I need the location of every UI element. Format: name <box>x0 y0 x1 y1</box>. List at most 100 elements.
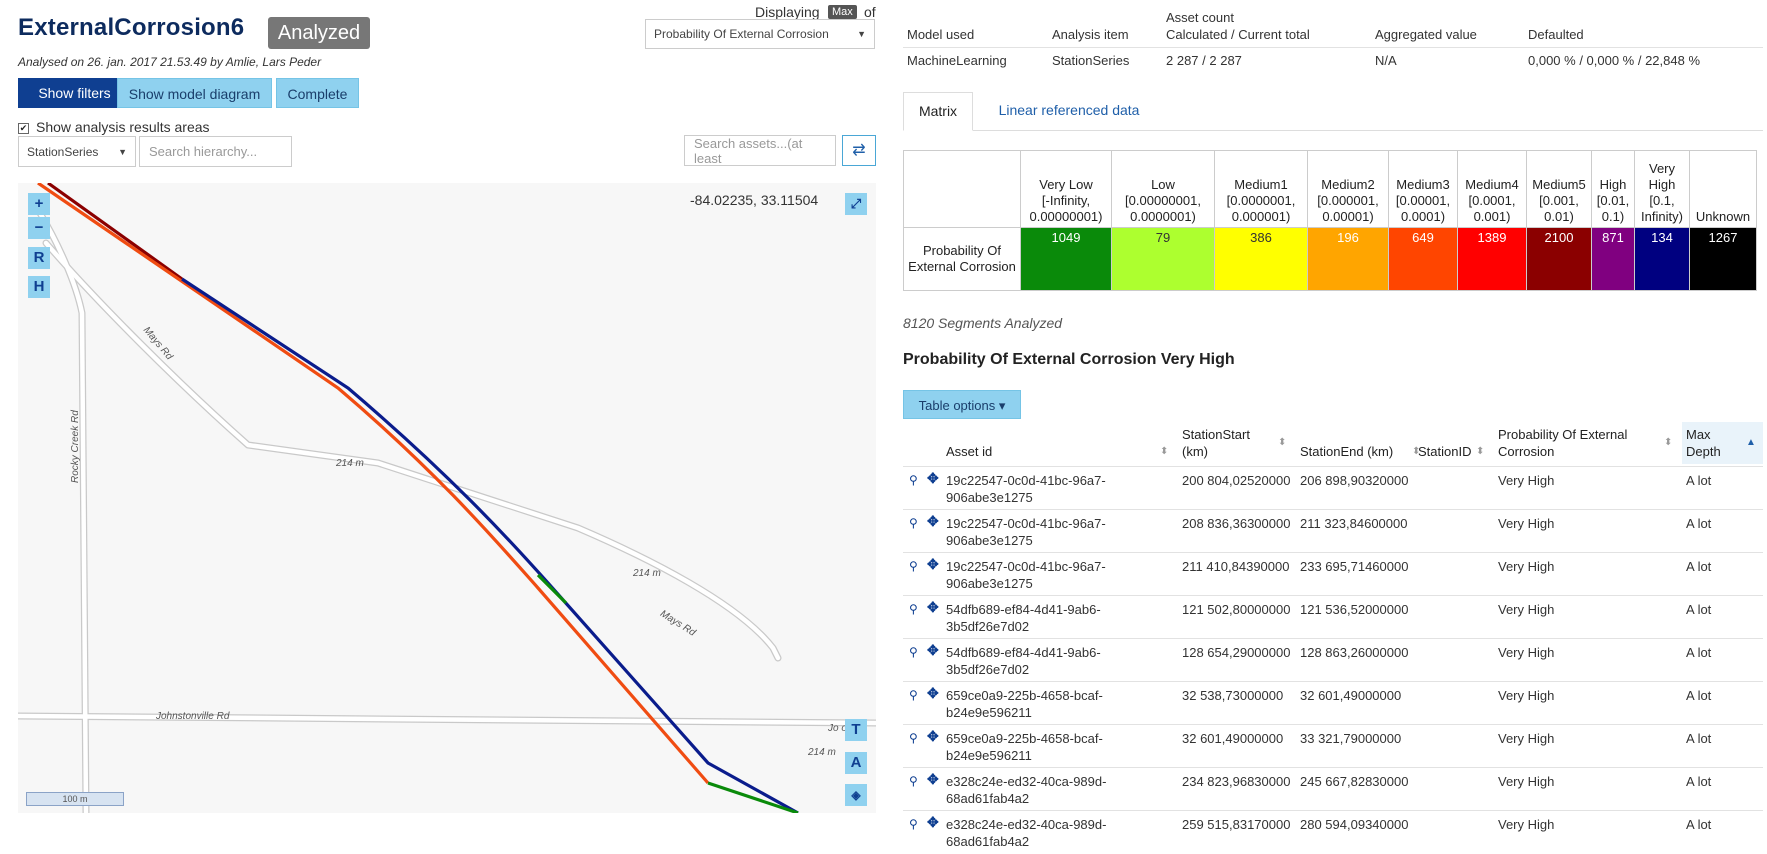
table-row[interactable]: ⚲ ✥ e328c24e-ed32-40ca-989d-68ad61fab4a2 25… <box>903 810 1763 854</box>
move-icon[interactable]: ✥ <box>927 470 939 486</box>
move-icon[interactable]: ✥ <box>927 685 939 701</box>
matrix-cell-unknown[interactable]: 1267 <box>1689 227 1757 291</box>
matrix-col-name: High <box>1599 177 1627 192</box>
show-filters-button[interactable]: Show filters <box>18 78 131 108</box>
cell-max-depth: A lot <box>1686 731 1712 746</box>
show-results-areas-checkbox[interactable]: ✔ <box>18 123 29 134</box>
map-r-button[interactable]: R <box>28 247 50 269</box>
matrix-cell-medium1[interactable]: 386 <box>1214 227 1308 291</box>
zoom-in-button[interactable]: + <box>28 193 50 215</box>
matrix-col-header: Medium2 [0.000001, 0.00001) <box>1307 150 1389 228</box>
table-row[interactable]: ⚲ ✥ 19c22547-0c0d-41bc-96a7-906abe3e1275 20… <box>903 466 1763 510</box>
matrix-cell-medium3[interactable]: 649 <box>1388 227 1458 291</box>
sort-asc-icon[interactable]: ▲ <box>1746 437 1756 448</box>
move-icon[interactable]: ✥ <box>927 771 939 787</box>
sort-icon[interactable]: ⬍ <box>1412 446 1421 457</box>
move-icon[interactable]: ✥ <box>927 556 939 572</box>
table-row[interactable]: ⚲ ✥ 659ce0a9-225b-4658-bcaf-b24e9e596211 32… <box>903 681 1763 725</box>
cell-max-depth: A lot <box>1686 559 1712 574</box>
map-pin-icon[interactable]: ⚲ <box>909 602 918 616</box>
map-h-button[interactable]: H <box>28 276 50 298</box>
pipeline-darkred <box>47 183 183 281</box>
col-header-max-depth[interactable]: Max Depth <box>1682 422 1763 464</box>
matrix-col-range: [0.000001, 0.00001) <box>1317 193 1379 224</box>
complete-button[interactable]: Complete <box>276 78 359 108</box>
table-row[interactable]: ⚲ ✥ e328c24e-ed32-40ca-989d-68ad61fab4a2 23… <box>903 767 1763 811</box>
sort-icon[interactable]: ⬍ <box>1278 437 1287 448</box>
matrix-row-label: Probability Of External Corrosion <box>903 227 1021 291</box>
swap-icon[interactable]: ⇄ <box>842 135 876 166</box>
matrix-cell-very-high[interactable]: 134 <box>1634 227 1690 291</box>
matrix-cell-medium2[interactable]: 196 <box>1307 227 1389 291</box>
summary-value-asset-count: 2 287 / 2 287 <box>1166 53 1242 68</box>
cell-station-start: 128 654,29000000 <box>1182 645 1291 660</box>
fullscreen-icon[interactable]: ⤢ <box>845 193 867 215</box>
map-view[interactable]: Mays Rd Mays Rd Rocky Creek Rd Johnstonv… <box>18 183 876 813</box>
matrix-col-range: [0.00001, 0.0001) <box>1395 193 1451 224</box>
cell-station-end: 280 594,09340000 <box>1300 817 1409 832</box>
move-icon[interactable]: ✥ <box>927 642 939 658</box>
cell-asset-id: e328c24e-ed32-40ca-989d-68ad61fab4a2 <box>946 774 1107 806</box>
display-select[interactable]: Probability Of External Corrosion ▼ <box>645 19 875 49</box>
matrix-cell-medium4[interactable]: 1389 <box>1457 227 1527 291</box>
map-t-button[interactable]: T <box>845 719 867 741</box>
sort-icon[interactable]: ⬍ <box>1664 437 1673 448</box>
col-header-station-end[interactable]: StationEnd (km) <box>1300 444 1394 459</box>
summary-value-defaulted: 0,000 % / 0,000 % / 22,848 % <box>1528 53 1701 68</box>
matrix-corner <box>903 150 1021 228</box>
cell-station-start: 259 515,83170000 <box>1182 817 1291 832</box>
display-select-value: Probability Of External Corrosion <box>654 27 829 41</box>
map-pin-icon[interactable]: ⚲ <box>909 516 918 530</box>
zoom-out-button[interactable]: − <box>28 217 50 239</box>
table-row[interactable]: ⚲ ✥ 19c22547-0c0d-41bc-96a7-906abe3e1275 20… <box>903 509 1763 553</box>
matrix-cell-low[interactable]: 79 <box>1111 227 1215 291</box>
move-icon[interactable]: ✥ <box>927 728 939 744</box>
move-icon[interactable]: ✥ <box>927 513 939 529</box>
cell-max-depth: A lot <box>1686 688 1712 703</box>
summary-header-defaulted: Defaulted <box>1528 27 1584 42</box>
map-pin-icon[interactable]: ⚲ <box>909 645 918 659</box>
move-icon[interactable]: ✥ <box>927 814 939 830</box>
series-select[interactable]: StationSeries ▼ <box>18 136 136 167</box>
map-pin-icon[interactable]: ⚲ <box>909 817 918 831</box>
map-pin-icon[interactable]: ⚲ <box>909 731 918 745</box>
col-header-station-id[interactable]: StationID <box>1418 444 1472 459</box>
map-pin-icon[interactable]: ⚲ <box>909 774 918 788</box>
hierarchy-search-input[interactable]: Search hierarchy... <box>139 136 292 167</box>
table-row[interactable]: ⚲ ✥ 54dfb689-ef84-4d41-9ab6-3b5df26e7d02 12… <box>903 638 1763 682</box>
matrix-cell-very-low[interactable]: 1049 <box>1020 227 1112 291</box>
cell-asset-id: 659ce0a9-225b-4658-bcaf-b24e9e596211 <box>946 731 1103 763</box>
cell-asset-id: 19c22547-0c0d-41bc-96a7-906abe3e1275 <box>946 473 1106 505</box>
table-row[interactable]: ⚲ ✥ 54dfb689-ef84-4d41-9ab6-3b5df26e7d02 12… <box>903 595 1763 639</box>
show-model-diagram-button[interactable]: Show model diagram <box>117 78 272 108</box>
tab-matrix[interactable]: Matrix <box>903 92 973 131</box>
table-row[interactable]: ⚲ ✥ 659ce0a9-225b-4658-bcaf-b24e9e596211 32… <box>903 724 1763 768</box>
table-options-button[interactable]: Table options ▾ <box>903 390 1021 419</box>
layers-icon[interactable]: ◈ <box>845 784 867 806</box>
col-header-station-start[interactable]: StationStart (km) <box>1182 427 1250 459</box>
asset-search-input[interactable]: Search assets...(at least <box>684 135 836 166</box>
map-pin-icon[interactable]: ⚲ <box>909 688 918 702</box>
matrix-cell-high[interactable]: 871 <box>1591 227 1635 291</box>
displaying-mode-badge[interactable]: Max <box>828 5 857 19</box>
matrix-col-range: [0.00000001, 0.0000001) <box>1125 193 1201 224</box>
of-label: of <box>864 4 876 20</box>
sort-icon[interactable]: ⬍ <box>1160 446 1169 457</box>
section-title: Probability Of External Corrosion Very H… <box>903 351 1235 368</box>
matrix-col-header: Very High [0.1, Infinity) <box>1634 150 1690 228</box>
pipeline-green-1 <box>536 573 568 605</box>
show-results-areas-label: Show analysis results areas <box>36 119 210 135</box>
map-a-button[interactable]: A <box>845 752 867 774</box>
col-header-asset-id[interactable]: Asset id <box>946 443 992 460</box>
map-pin-icon[interactable]: ⚲ <box>909 559 918 573</box>
probability-matrix: Very Low [-Infinity, 0.00000001) Low [0.00… <box>903 150 1757 291</box>
road-label-rocky-creek: Rocky Creek Rd <box>70 410 81 483</box>
tab-linear-referenced-data[interactable]: Linear referenced data <box>998 102 1140 118</box>
table-row[interactable]: ⚲ ✥ 19c22547-0c0d-41bc-96a7-906abe3e1275 21… <box>903 552 1763 596</box>
col-header-probability[interactable]: Probability Of External Corrosion <box>1498 427 1628 459</box>
sort-icon[interactable]: ⬍ <box>1476 446 1485 457</box>
move-icon[interactable]: ✥ <box>927 599 939 615</box>
map-pin-icon[interactable]: ⚲ <box>909 473 918 487</box>
elevation-label-1: 214 m <box>336 458 364 469</box>
matrix-cell-medium5[interactable]: 2100 <box>1526 227 1592 291</box>
